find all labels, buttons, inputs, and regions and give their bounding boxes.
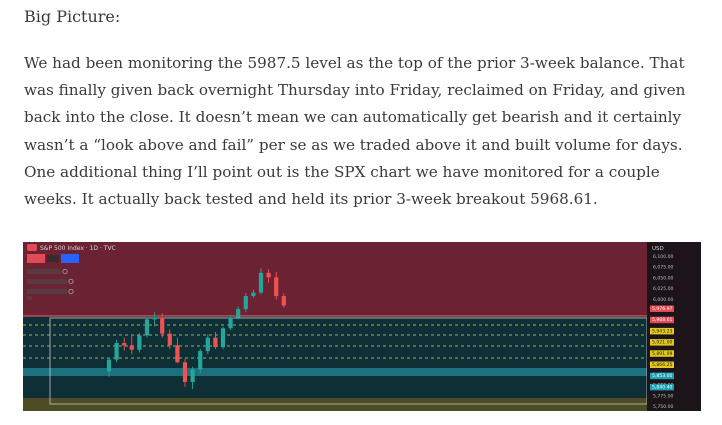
- candles: [106, 268, 286, 390]
- buy-box[interactable]: [61, 254, 79, 263]
- teal-band: [23, 368, 647, 376]
- lower-zone: [23, 316, 647, 411]
- axis-tick-label: 6,000.00: [653, 297, 674, 303]
- highlight-label-bg: [650, 327, 674, 335]
- candle-body: [243, 296, 248, 310]
- spread-box: [47, 255, 59, 262]
- axis-tick-label: 5,775.00: [653, 393, 674, 399]
- candle-body: [144, 319, 150, 336]
- candle-body: [205, 337, 210, 352]
- upper-zone: [23, 242, 647, 316]
- article-paragraph: We had been monitoring the 5987.5 level …: [24, 54, 686, 209]
- candle-body: [160, 317, 165, 334]
- candle-body: [122, 343, 127, 346]
- highlight-label-bg: [650, 372, 674, 380]
- highlight-label: 5,968.61: [652, 317, 673, 323]
- candle-body: [167, 333, 172, 346]
- candle-body: [182, 362, 188, 382]
- indicator-eye-icon[interactable]: [62, 268, 68, 275]
- indicator-eye-icon[interactable]: [68, 278, 74, 285]
- candle-body: [251, 292, 256, 297]
- axis-tick-label: 6,025.00: [653, 286, 674, 292]
- highlight-label-bg: [650, 383, 674, 391]
- highlight-label: 5,921.00: [652, 340, 673, 346]
- highlight-label: 5,840.40: [652, 384, 673, 390]
- candle-body: [281, 296, 286, 306]
- indicator-row-1[interactable]: [27, 269, 61, 274]
- dashed-levels: [23, 324, 647, 359]
- candle-body: [190, 369, 195, 382]
- spx-chart[interactable]: S&P 500 Index · 1D · TVC USD 6,100.00 6,0…: [23, 242, 701, 411]
- candle-body: [152, 317, 157, 320]
- spx-chart-svg: S&P 500 Index · 1D · TVC USD 6,100.00 6,0…: [23, 242, 701, 411]
- indicator-eye-icon[interactable]: [68, 288, 74, 295]
- currency-label: USD: [652, 246, 664, 252]
- olive-zone: [23, 398, 647, 411]
- candle-body: [137, 335, 142, 350]
- candle-body: [266, 272, 271, 278]
- collapse-icon[interactable]: [27, 296, 32, 300]
- highlight-label-bg: [650, 316, 674, 324]
- highlight-label: 5,976.97: [652, 306, 673, 312]
- candle-body: [274, 277, 279, 297]
- sell-box[interactable]: [27, 254, 45, 263]
- section-heading: Big Picture:: [24, 7, 121, 26]
- symbol-logo: [27, 244, 37, 251]
- candle-body: [198, 351, 203, 370]
- highlight-label-bg: [650, 305, 674, 312]
- highlight-label: 5,853.00: [652, 373, 673, 379]
- candle-body: [114, 343, 119, 360]
- price-axis[interactable]: [647, 242, 701, 411]
- axis-tick-label: 6,100.00: [653, 254, 674, 260]
- axis-tick-label: 5,750.00: [653, 404, 674, 410]
- candle-body: [220, 328, 226, 348]
- candle-body: [228, 317, 233, 329]
- highlight-label: 5,943.23: [652, 328, 673, 334]
- candle-body: [175, 345, 180, 363]
- highlight-labels: 5,976.97 5,968.61 5,943.23 5,921.00 5,891.09…: [650, 305, 674, 391]
- candle-body: [258, 272, 264, 293]
- highlight-label-bg: [650, 361, 674, 368]
- candle-body: [129, 345, 134, 350]
- highlight-label: 5,866.25: [652, 362, 673, 368]
- highlight-label-bg: [650, 339, 674, 346]
- symbol-title: S&P 500 Index · 1D · TVC: [40, 245, 116, 252]
- candle-body: [213, 337, 218, 348]
- candle-body: [236, 309, 241, 318]
- indicator-row-3[interactable]: [27, 289, 67, 294]
- axis-tick-label: 6,050.00: [653, 275, 674, 281]
- axis-tick-label: 6,075.00: [653, 265, 674, 271]
- highlight-label-bg: [650, 350, 674, 357]
- highlight-label: 5,891.09: [652, 351, 673, 357]
- indicator-row-2[interactable]: [27, 279, 67, 284]
- candle-body: [106, 359, 112, 372]
